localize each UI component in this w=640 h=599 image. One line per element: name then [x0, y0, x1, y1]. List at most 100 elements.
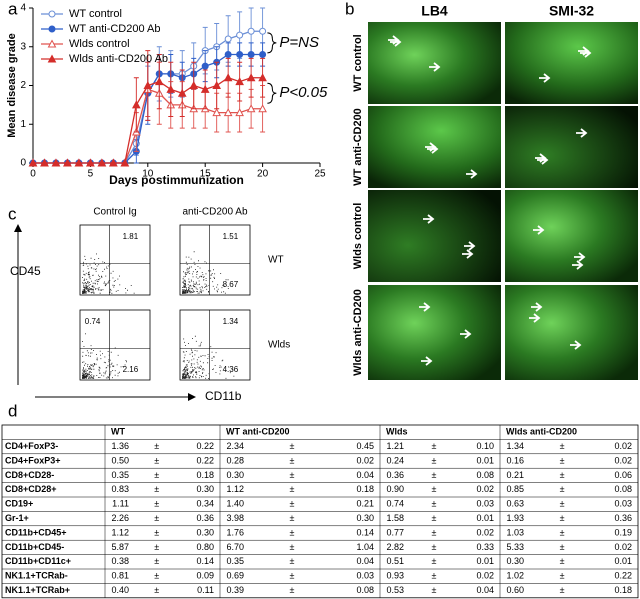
- panel-letter: c: [8, 204, 17, 223]
- legend-marker: [47, 39, 57, 48]
- cell-sd: 0.22: [614, 571, 632, 581]
- arrow: [429, 62, 441, 72]
- cell-pm: ±: [560, 542, 565, 552]
- cell-mean: 0.21: [506, 470, 524, 480]
- cell-sd: 0.30: [196, 484, 214, 494]
- cell-sd: 0.01: [476, 556, 494, 566]
- cell-pm: ±: [154, 585, 159, 595]
- cell-pm: ±: [154, 499, 159, 509]
- cell-pm: ±: [432, 571, 437, 581]
- row-label: WT control: [352, 34, 364, 91]
- micrograph: [505, 106, 638, 188]
- cell-mean: 1.36: [111, 441, 129, 451]
- cell-mean: 3.98: [226, 513, 244, 523]
- marker: [258, 104, 267, 113]
- cell-sd: 0.19: [614, 527, 632, 537]
- cell-sd: 0.04: [476, 585, 494, 595]
- cell-mean: 1.12: [226, 484, 244, 494]
- arrow: [570, 340, 582, 350]
- dot-plot: [179, 309, 251, 381]
- cell-mean: 0.69: [226, 571, 244, 581]
- cell-sd: 0.02: [614, 542, 632, 552]
- row-header: CD4+FoxP3-: [5, 441, 58, 451]
- cell-sd: 0.08: [614, 484, 632, 494]
- cell-sd: 0.04: [356, 556, 374, 566]
- marker: [235, 108, 244, 117]
- row-label: Wlds: [268, 340, 290, 351]
- cell-pm: ±: [290, 513, 295, 523]
- column-header: LB4: [421, 3, 448, 19]
- cell-sd: 0.02: [476, 484, 494, 494]
- cell-pm: ±: [154, 571, 159, 581]
- row-label: Wlds anti-CD200: [352, 289, 364, 376]
- cell-mean: 1.02: [506, 571, 524, 581]
- marker: [247, 51, 255, 58]
- cell-pm: ±: [560, 556, 565, 566]
- annotation: P=NS: [279, 34, 319, 51]
- cell-pm: ±: [432, 542, 437, 552]
- quadrant-value: 1.51: [223, 232, 239, 241]
- arrow: [419, 302, 431, 312]
- panel-letter: a: [8, 0, 18, 18]
- x-axis-label: CD11b: [205, 389, 242, 403]
- x-tick-label: 15: [200, 169, 212, 180]
- cell-mean: 0.40: [111, 585, 129, 595]
- cell-mean: 0.36: [386, 470, 404, 480]
- cell-pm: ±: [432, 455, 437, 465]
- micrograph: [368, 190, 501, 282]
- legend-label: WT anti-CD200 Ab: [69, 23, 161, 35]
- arrow: [576, 128, 588, 138]
- cell-mean: 0.60: [506, 585, 524, 595]
- marker: [247, 27, 255, 35]
- dots: [182, 251, 229, 294]
- cell-pm: ±: [154, 527, 159, 537]
- cell-sd: 0.02: [356, 455, 374, 465]
- cell-sd: 0.10: [476, 441, 494, 451]
- cell-mean: 0.24: [386, 455, 404, 465]
- cell-mean: 1.58: [386, 513, 404, 523]
- arrow: [421, 356, 433, 366]
- arrow: [580, 48, 592, 58]
- arrow: [423, 214, 435, 224]
- marker: [259, 27, 267, 35]
- cell-sd: 0.01: [476, 513, 494, 523]
- marker: [236, 51, 244, 58]
- cell-sd: 0.36: [196, 513, 214, 523]
- cell-mean: 2.26: [111, 513, 129, 523]
- marker: [28, 158, 38, 167]
- quadrant-value: 4.36: [223, 365, 239, 374]
- cell-mean: 0.35: [111, 470, 129, 480]
- cell-pm: ±: [154, 470, 159, 480]
- cell-sd: 0.80: [196, 542, 214, 552]
- cell-pm: ±: [290, 499, 295, 509]
- marker: [212, 108, 222, 117]
- row-header: CD8+CD28+: [5, 484, 57, 494]
- cell-sd: 0.04: [356, 470, 374, 480]
- cell-pm: ±: [560, 513, 565, 523]
- row-header: NK1.1+TCRab-: [5, 571, 68, 581]
- cell-sd: 0.02: [614, 441, 632, 451]
- cell-pm: ±: [432, 585, 437, 595]
- cell-mean: 0.83: [111, 484, 129, 494]
- dots: [82, 253, 135, 294]
- cell-pm: ±: [290, 470, 295, 480]
- cell-pm: ±: [432, 513, 437, 523]
- cell-pm: ±: [154, 455, 159, 465]
- marker: [74, 158, 84, 167]
- marker: [166, 84, 176, 93]
- cell-mean: 0.38: [111, 556, 129, 566]
- bracket: [267, 32, 277, 54]
- column-header: SMI-32: [549, 3, 594, 19]
- y-tick-label: 1: [20, 119, 26, 130]
- row-label: WT anti-CD200: [352, 108, 364, 186]
- cell-sd: 0.36: [614, 513, 632, 523]
- cell-pm: ±: [154, 513, 159, 523]
- micrograph: [505, 190, 638, 282]
- dot-plot: [179, 224, 251, 296]
- x-tick-label: 5: [88, 169, 94, 180]
- marker: [51, 158, 61, 167]
- column-header: Wlds: [386, 427, 408, 437]
- cell-mean: 0.93: [386, 571, 404, 581]
- cell-pm: ±: [560, 585, 565, 595]
